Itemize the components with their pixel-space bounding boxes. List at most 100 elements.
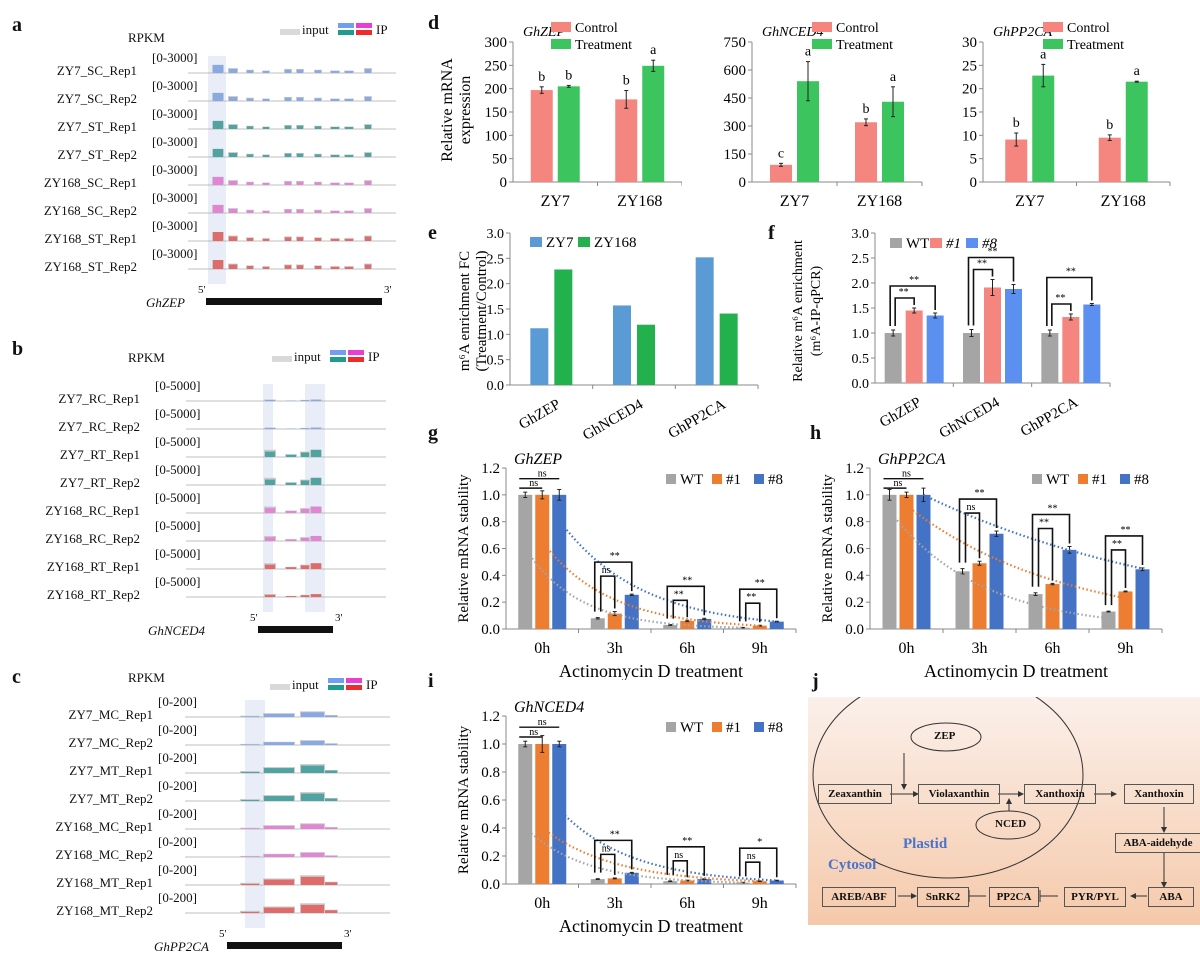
track-name: ZY168_RC_Rep2: [45, 531, 140, 547]
legend-swatch: [551, 39, 571, 49]
ip-peak: [331, 239, 339, 241]
ip-peak: [311, 563, 321, 569]
bar-line8: [552, 744, 566, 884]
bar-line8: [927, 316, 944, 384]
ip-peak: [213, 232, 223, 241]
track-name: ZY168_MC_Rep2: [56, 847, 154, 863]
legend-ip-swatch: [330, 350, 346, 355]
significance-letter: a: [890, 70, 897, 85]
ip-peak: [241, 800, 259, 801]
significance-marker: **: [755, 578, 765, 589]
ip-peak: [213, 260, 223, 269]
legend-swatch: [1120, 474, 1130, 484]
node-areb-abf: AREB/ABF: [822, 887, 896, 907]
significance-letter: b: [538, 70, 545, 85]
y-tick-label: 0.8: [481, 515, 500, 531]
x-category-label: 6h: [679, 895, 695, 912]
ip-peak: [265, 428, 275, 429]
ip-peak: [297, 154, 303, 157]
ip-peak: [301, 428, 309, 429]
gene-model: [258, 626, 333, 633]
ip-peak: [331, 71, 339, 73]
node-aba: ABA: [1148, 887, 1194, 907]
ip-peak: [241, 828, 259, 829]
y-tick-label: 1.0: [845, 488, 864, 504]
ip-peak: [297, 182, 303, 185]
y-tick-label: 1.0: [481, 488, 500, 504]
coverage-track: [186, 578, 386, 598]
track-name: ZY7_MT_Rep2: [69, 791, 153, 807]
ip-peak: [286, 567, 296, 569]
gene-name: GhZEP: [146, 295, 185, 311]
x-category-label: ZY168: [617, 193, 662, 210]
legend-swatch: [754, 474, 764, 484]
ip-peak: [331, 267, 339, 269]
ip-peak: [301, 905, 324, 913]
y-tick-label: 200: [485, 82, 508, 98]
ip-peak: [301, 794, 324, 801]
trend-line: [542, 828, 760, 881]
ip-peak: [331, 99, 339, 101]
x-category-label: GhPP2CA: [1018, 395, 1081, 441]
ip-peak: [213, 65, 223, 73]
bar-zy168: [720, 314, 738, 385]
significance-letter: b: [1013, 116, 1020, 131]
ip-peak: [264, 714, 294, 717]
y-axis-label: m⁶A enrichment FC: [457, 251, 473, 371]
gene-name: GhNCED4: [148, 623, 205, 639]
bar-wt: [1041, 333, 1058, 383]
legend-input-swatch: [280, 29, 300, 35]
five-prime-label: 5': [250, 612, 257, 624]
y-tick-label: 0: [970, 175, 978, 191]
y-tick-label: 3.0: [852, 227, 870, 242]
x-category-label: GhNCED4: [937, 394, 1003, 441]
y-tick-label: 0.2: [845, 595, 864, 611]
bar-zy168: [637, 325, 655, 385]
y-tick-label: 1.2: [481, 709, 500, 725]
track-name: ZY7_RC_Rep2: [58, 419, 140, 435]
chart-title: GhNCED4: [514, 699, 584, 716]
x-category-label: 9h: [752, 640, 768, 657]
track-name: ZY168_RT_Rep1: [47, 559, 140, 575]
y-tick-label: 5: [970, 152, 978, 168]
legend-swatch: [666, 474, 676, 484]
ip-peak: [265, 508, 275, 513]
ip-peak: [285, 70, 291, 73]
legend-swatch: [890, 238, 902, 248]
ip-peak: [301, 453, 309, 458]
ip-peak: [265, 537, 275, 541]
y-tick-label: 450: [724, 91, 747, 107]
y-tick-label: 0.0: [481, 877, 500, 893]
significance-marker: ns: [967, 502, 976, 513]
y-tick-label: 0.8: [845, 515, 864, 531]
gene-model: [206, 298, 382, 305]
ip-peak: [286, 511, 296, 513]
significance-marker: ns: [529, 727, 538, 738]
five-prime-label: 5': [198, 284, 205, 296]
track-name: ZY168_SC_Rep2: [44, 203, 137, 219]
y-tick-label: 2.0: [852, 277, 870, 292]
y-axis-label: (m⁶A-IP-qPCR): [809, 265, 824, 356]
bar-line8: [1063, 550, 1077, 629]
ip-peak: [315, 210, 321, 213]
coverage-track: [186, 438, 386, 458]
ip-peak: [263, 127, 269, 129]
legend-label: #1: [726, 720, 741, 736]
x-category-label: ZY168: [857, 193, 902, 210]
ip-peak: [301, 741, 324, 745]
y-tick-label: 750: [724, 35, 747, 51]
significance-marker: **: [1048, 503, 1058, 514]
x-category-label: GhZEP: [516, 397, 563, 433]
significance-marker: **: [977, 259, 987, 270]
node-nced: NCED: [995, 818, 1026, 830]
y-axis-label: Relative mRNA: [439, 58, 456, 162]
legend-label: #8: [768, 472, 783, 488]
significance-bracket: [746, 862, 760, 878]
x-axis-label: Actinomycin D treatment: [924, 661, 1108, 680]
ip-peak: [286, 596, 296, 597]
bar-line8: [1136, 569, 1150, 629]
bar-line8: [990, 534, 1004, 629]
legend-swatch: [1043, 22, 1063, 32]
